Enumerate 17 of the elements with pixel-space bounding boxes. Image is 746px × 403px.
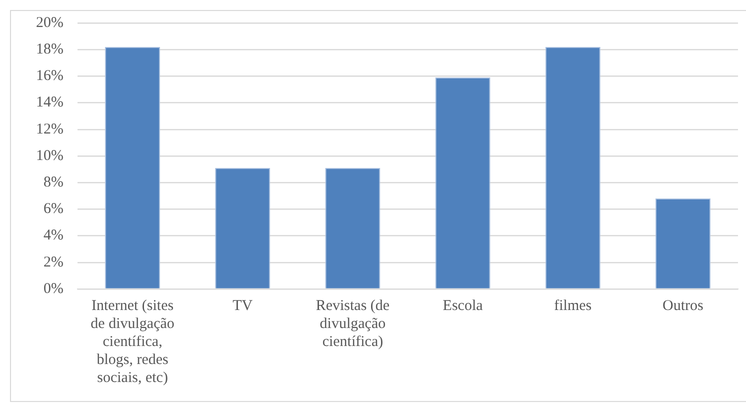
y-tick-label: 6% [43,201,64,218]
x-tick-label: Outros [662,298,704,314]
y-tick-label: 4% [43,228,64,244]
y-tick-label: 14% [36,94,64,111]
y-tick-label: 10% [36,148,64,164]
y-tick-label: 16% [36,68,64,84]
x-tick-label: Escola [442,298,484,314]
y-tick-label: 2% [43,254,64,270]
y-tick-label: 20% [36,14,64,31]
x-tick-label: filmes [554,298,592,314]
y-tick-label: 18% [36,42,64,58]
x-tick-label: Internet (sites de divulgação científica, blogs, redes sociais, etc) [90,298,174,386]
y-tick-label: 8% [43,174,64,191]
x-tick-label: TV [232,298,253,314]
y-tick-label: 12% [36,121,64,138]
y-tick-label: 0% [43,280,64,297]
x-tick-label: Revistas (de divulgação científica) [316,298,390,350]
